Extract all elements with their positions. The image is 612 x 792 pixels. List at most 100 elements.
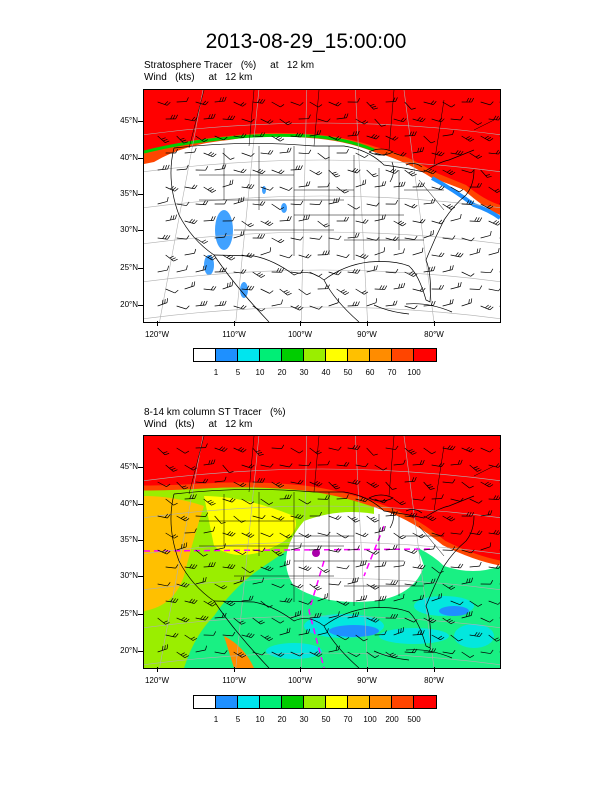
- wind-barb: [431, 219, 445, 225]
- wind-barb: [488, 186, 500, 193]
- wind-barb: [309, 612, 322, 619]
- great-lakes: [368, 494, 423, 529]
- wind-barb: [165, 288, 179, 294]
- panel-1-lat-label: 20°N: [120, 300, 138, 309]
- wind-barb: [412, 496, 426, 501]
- wind-barb: [328, 169, 341, 178]
- wind-barb: [423, 135, 436, 144]
- meridian-line: [355, 90, 368, 322]
- panel-2-lon-tick: [367, 667, 368, 672]
- wind-barb: [271, 651, 285, 657]
- wind-barb: [279, 597, 293, 603]
- wind-barb: [222, 497, 236, 503]
- wind-barb: [347, 232, 360, 239]
- wind-barb: [328, 547, 342, 553]
- parallel-line: [144, 122, 500, 135]
- tracer-blue-fringe: [431, 176, 500, 220]
- wind-barb: [469, 182, 483, 188]
- wind-barb: [176, 447, 190, 454]
- wind-barb: [461, 611, 473, 619]
- wind-barb: [260, 463, 274, 468]
- wind-barb: [298, 565, 312, 571]
- wind-barb: [328, 581, 342, 586]
- wind-barb: [355, 253, 369, 259]
- panel-1-colorbar-label: 30: [299, 368, 309, 377]
- wind-barb: [347, 479, 361, 485]
- wind-barb: [442, 617, 455, 625]
- wind-barb: [404, 581, 418, 586]
- wind-barb: [469, 631, 483, 637]
- wind-barb: [309, 511, 322, 517]
- wind-barb: [233, 447, 247, 453]
- wind-barb: [461, 651, 475, 658]
- wind-barb: [431, 494, 444, 500]
- panel-2-colorbar-label: 1: [213, 715, 219, 724]
- wind-barb: [298, 628, 311, 636]
- wind-barb: [393, 220, 407, 227]
- wind-barb: [260, 634, 273, 641]
- wind-barb: [366, 265, 378, 273]
- wind-barb: [203, 285, 217, 291]
- wind-barb: [469, 217, 483, 222]
- wind-barb: [279, 254, 293, 259]
- column-tracer-dark-orange: [224, 636, 254, 668]
- wind-barb: [450, 116, 464, 121]
- wind-barb: [393, 627, 404, 636]
- panel-2-colorbar-label: 30: [299, 715, 309, 724]
- wind-barb: [176, 305, 190, 310]
- panel-1-lat-label: 40°N: [120, 153, 138, 162]
- wind-barb: [184, 184, 198, 190]
- wind-barb: [157, 513, 171, 519]
- wind-barb: [176, 135, 189, 144]
- panel-2-colorbar-label: 200: [385, 715, 399, 724]
- wind-barb: [271, 101, 285, 108]
- panel-2-lon-label: 120°W: [144, 676, 170, 685]
- panel-1-subtitle-wind: Wind (kts) at 12 km: [144, 72, 253, 83]
- wind-barb: [374, 464, 388, 471]
- wind-barb: [214, 583, 228, 590]
- panel-2-lat-tick: [138, 540, 143, 541]
- wind-barb: [195, 100, 209, 106]
- wind-barb: [336, 634, 350, 641]
- wind-barb: [309, 651, 323, 657]
- wind-barb: [203, 498, 216, 506]
- wind-barb: [347, 168, 361, 174]
- wind-barb: [488, 529, 500, 535]
- wind-barb: [423, 447, 436, 455]
- wind-barb: [241, 595, 254, 602]
- wind-barb: [252, 447, 264, 456]
- state-lines: [199, 492, 445, 608]
- wind-barb: [374, 285, 388, 290]
- wind-barb: [366, 236, 380, 241]
- panel-2-map-canvas: [144, 436, 500, 668]
- wind-barb: [165, 632, 179, 638]
- panel-1-colorbar-label: 70: [387, 368, 397, 377]
- panel-2-subtitle-wind: Wind (kts) at 12 km: [144, 419, 253, 430]
- wind-barb: [157, 135, 170, 143]
- panel-2-lat-label: 20°N: [120, 646, 138, 655]
- wind-barb: [279, 288, 292, 296]
- wind-barb: [336, 113, 349, 120]
- wind-barb: [431, 150, 445, 157]
- wind-barb: [260, 498, 274, 505]
- wind-barb: [469, 118, 482, 125]
- wind-barb: [355, 595, 368, 602]
- wind-barb: [165, 214, 177, 222]
- wind-barb: [480, 510, 493, 517]
- panel-1-lon-tick: [157, 321, 158, 326]
- wind-barb: [374, 498, 388, 504]
- wind-barb: [423, 481, 435, 490]
- wind-barb: [309, 235, 323, 240]
- wind-barb: [203, 254, 217, 261]
- wind-barb: [203, 631, 217, 636]
- wind-barb: [488, 220, 500, 226]
- wind-barb: [252, 577, 264, 585]
- wind-barb: [241, 252, 255, 258]
- wind-barb: [431, 566, 444, 574]
- wind-barb: [347, 130, 360, 137]
- wind-barb: [366, 169, 379, 178]
- panel-2-lat-label: 25°N: [120, 609, 138, 618]
- wind-barb: [241, 183, 255, 189]
- wind-barb: [290, 200, 304, 206]
- wind-barb: [184, 598, 198, 604]
